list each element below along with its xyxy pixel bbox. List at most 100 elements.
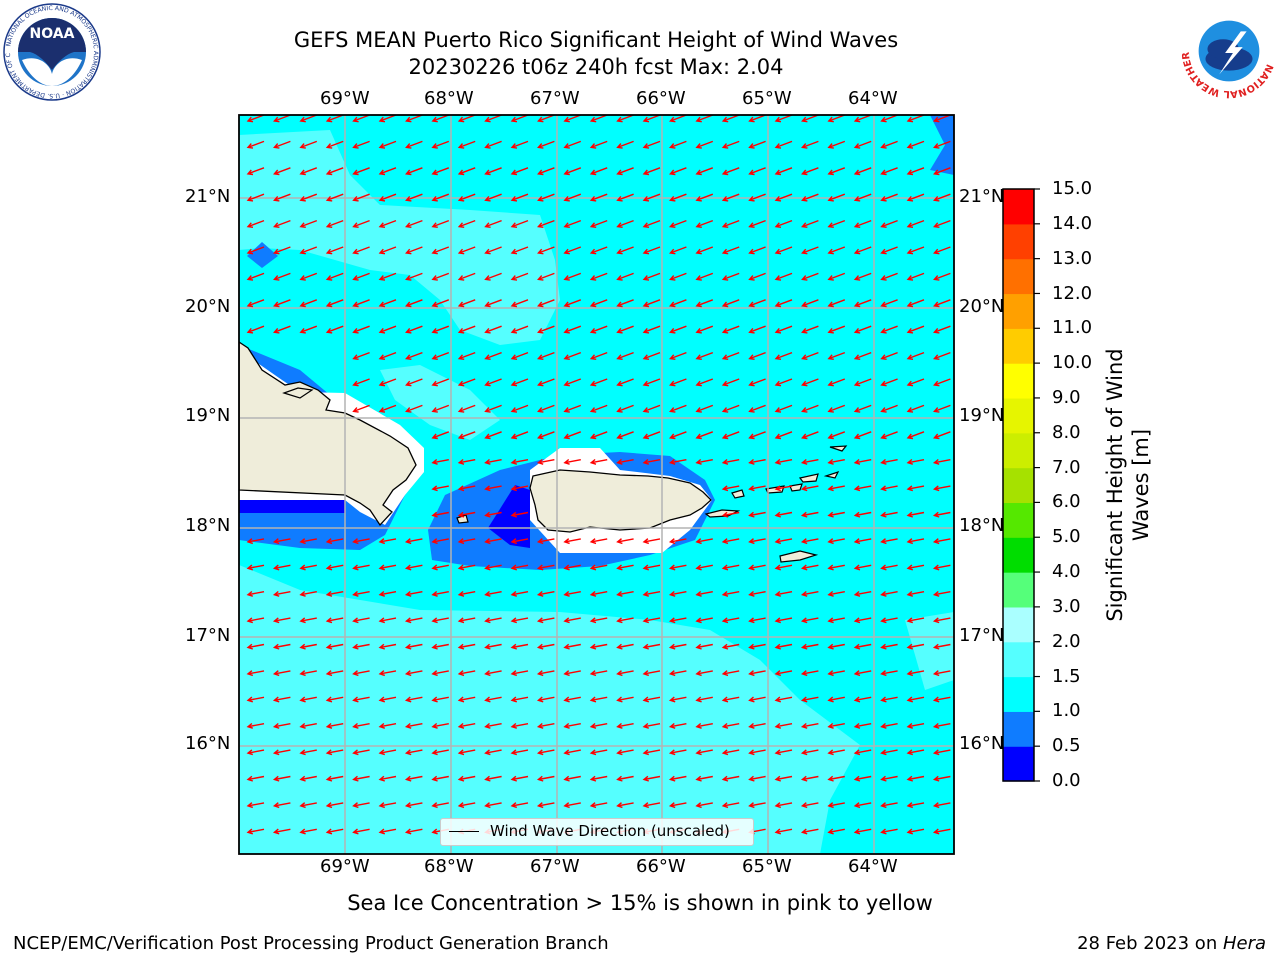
wind-wave-arrow [880,802,898,809]
colorbar-tick-label: 8.0 [1052,421,1081,443]
lat-label-right-19n: 19°N [959,405,1005,426]
wind-wave-arrow [299,564,317,571]
wind-wave-arrow [536,749,555,756]
wind-wave-arrow [352,617,370,624]
wind-wave-arrow [563,299,582,308]
wind-wave-arrow [299,828,317,835]
wind-wave-arrow [748,538,766,545]
wind-wave-arrow [933,193,951,202]
wind-wave-arrow [510,485,529,492]
wind-wave-arrow [484,431,502,440]
wind-wave-arrow [774,219,793,228]
wind-wave-arrow [774,722,793,729]
wind-wave-arrow [431,458,449,465]
wind-wave-arrow [457,802,476,809]
wind-wave-arrow [457,219,476,228]
wind-wave-arrow [906,404,925,413]
wind-wave-arrow [800,722,819,729]
wind-wave-arrow [801,115,819,123]
wind-wave-arrow [827,458,845,465]
wind-wave-arrow [536,590,555,597]
wind-wave-arrow [932,749,951,756]
wind-wave-arrow [563,272,582,281]
wind-wave-arrow [774,299,793,308]
wind-wave-arrow [853,325,872,334]
wind-wave-arrow [616,670,634,677]
wind-wave-arrow [378,299,397,308]
wind-wave-arrow [563,775,581,782]
wind-wave-arrow [378,722,397,729]
wind-wave-arrow [431,404,450,413]
wind-wave-arrow [668,617,687,624]
wind-wave-arrow [906,167,925,176]
map-legend: Wind Wave Direction (unscaled) [440,818,754,846]
colorbar-tick-label: 9.0 [1052,386,1081,408]
wind-wave-arrow [537,325,555,334]
wind-wave-arrow [880,643,898,650]
colorbar-band [1003,502,1034,538]
wind-wave-arrow [405,351,423,360]
wind-wave-arrow [721,299,740,308]
wind-wave-arrow [880,219,898,228]
wind-wave-arrow [457,458,476,465]
wind-wave-arrow [695,167,714,176]
wind-wave-arrow [325,193,344,202]
wind-wave-arrow [246,643,265,650]
wind-wave-arrow [933,272,951,281]
wind-wave-arrow [484,564,502,571]
wind-wave-arrow [880,828,898,835]
wind-wave-arrow [906,193,925,202]
colorbar-tick-label: 0.0 [1052,770,1081,791]
wind-wave-arrow [378,749,397,756]
wind-wave-arrow [668,458,687,465]
wind-wave-arrow [880,246,898,255]
wind-wave-arrow [669,272,687,281]
wind-wave-arrow [616,272,634,281]
colorbar-band [1003,641,1034,678]
wind-wave-arrow [325,325,344,334]
wind-wave-arrow [272,802,291,809]
wind-wave-arrow [378,643,397,650]
wind-wave-arrow [827,246,846,255]
island-culebra [731,489,745,499]
wind-wave-arrow [405,246,423,255]
wind-wave-arrow [563,351,582,360]
wind-wave-arrow [932,538,951,545]
colorbar-tick-label: 5.0 [1052,526,1081,548]
wind-wave-arrow [352,351,370,360]
island-st-croix [779,550,819,563]
legend-line-swatch [449,831,479,832]
wind-wave-arrow [801,140,819,149]
wind-wave-arrow [853,670,872,677]
wind-wave-arrow [642,246,661,255]
wind-wave-arrow [906,643,925,650]
svg-text:NOAA: NOAA [30,26,75,42]
wind-wave-arrow [431,696,449,703]
wind-wave-arrow [246,115,265,123]
wind-wave-arrow [510,458,529,465]
wind-wave-arrow [431,299,450,308]
wind-wave-arrow [405,404,423,413]
wind-wave-arrow [378,325,397,334]
wind-wave-arrow [589,299,608,308]
colorbar-label: Significant Height of Wind Waves [m] [1103,348,1153,622]
wind-wave-arrow [510,325,529,334]
wind-wave-arrow [352,378,370,387]
wind-wave-arrow [801,219,819,228]
wind-wave-arrow [378,802,397,809]
wind-wave-arrow [695,722,713,729]
wind-wave-arrow [774,749,793,756]
wind-wave-arrow [537,219,555,228]
wind-wave-arrow [457,272,476,281]
wind-wave-arrow [827,722,845,729]
wind-wave-arrow [378,828,397,835]
wind-wave-arrow [378,617,397,624]
wind-wave-arrow [721,590,740,597]
wind-wave-arrow [273,325,291,334]
wind-wave-arrow [642,564,661,571]
wind-wave-arrow [378,219,397,228]
wind-wave-arrow [484,802,502,809]
wind-wave-arrow [405,299,423,308]
wind-wave-arrow [510,775,529,782]
